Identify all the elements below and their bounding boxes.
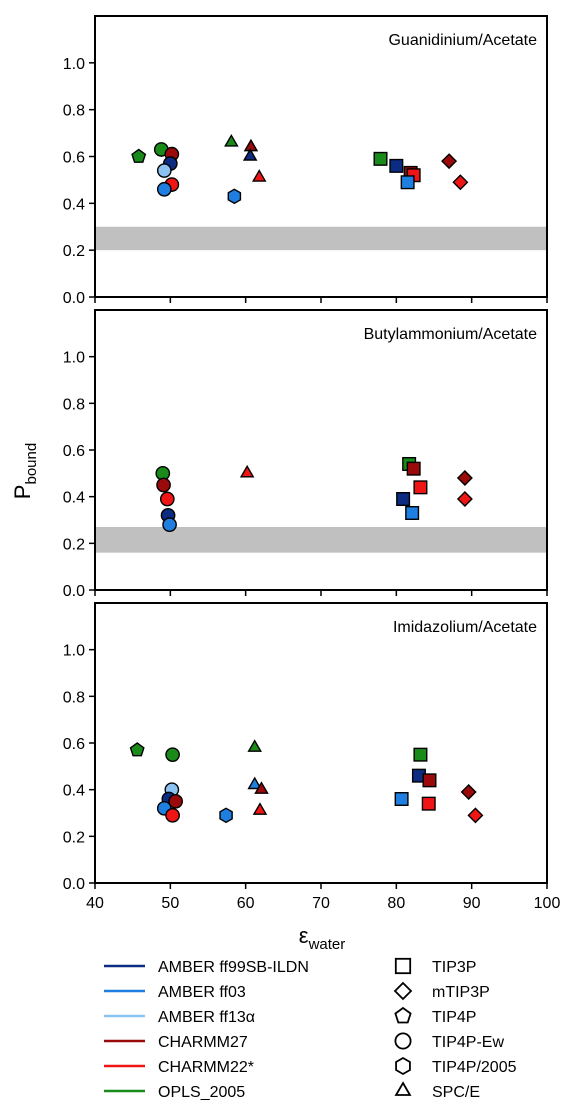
data-point bbox=[462, 785, 476, 799]
legend-label: TIP4P/2005 bbox=[432, 1059, 517, 1076]
data-point bbox=[161, 492, 174, 505]
legend-label: CHARMM22* bbox=[158, 1059, 254, 1076]
y-tick-label: 0.4 bbox=[63, 783, 85, 800]
legend-force-fields: AMBER ff99SB-ILDN AMBER ff03 AMBER ff13α CH… bbox=[104, 959, 309, 1101]
y-axis-label: Pbound bbox=[10, 443, 40, 499]
legend-marker bbox=[396, 1058, 410, 1074]
data-point bbox=[249, 741, 261, 752]
data-point bbox=[158, 183, 171, 196]
data-point bbox=[163, 518, 176, 531]
y-tick-label: 0.2 bbox=[63, 243, 85, 260]
legend-label: TIP3P bbox=[432, 959, 476, 976]
legend-label: AMBER ff13α bbox=[158, 1009, 255, 1026]
y-axis-label-main: P bbox=[10, 485, 35, 500]
y-tick-label: 0.0 bbox=[63, 583, 85, 600]
data-point bbox=[453, 175, 467, 189]
x-tick-label: 80 bbox=[387, 895, 405, 912]
data-point bbox=[390, 160, 403, 173]
legend-marker bbox=[395, 1008, 410, 1022]
y-tick-label: 0.2 bbox=[63, 536, 85, 553]
y-tick-label: 0.8 bbox=[63, 689, 85, 706]
legend-marker bbox=[395, 1033, 410, 1048]
legend-marker bbox=[396, 1083, 410, 1095]
data-point bbox=[254, 804, 266, 815]
legend-marker bbox=[395, 983, 411, 999]
x-axis-label-sub: water bbox=[308, 936, 346, 953]
data-point bbox=[157, 478, 170, 491]
data-point bbox=[245, 140, 257, 151]
legend-label: AMBER ff03 bbox=[158, 984, 246, 1001]
data-point bbox=[241, 466, 253, 477]
y-tick-label: 0.2 bbox=[63, 829, 85, 846]
data-point bbox=[401, 176, 414, 189]
data-point bbox=[166, 809, 179, 822]
data-point bbox=[414, 481, 427, 494]
y-tick-label: 0.6 bbox=[63, 736, 85, 753]
x-tick-label: 60 bbox=[237, 895, 255, 912]
x-tick-label: 70 bbox=[312, 895, 330, 912]
legend-marker bbox=[396, 959, 410, 973]
y-tick-label: 0.4 bbox=[63, 196, 85, 213]
data-point bbox=[395, 793, 408, 806]
data-point bbox=[220, 808, 232, 822]
y-axis-label-sub: bound bbox=[23, 443, 40, 485]
data-point bbox=[468, 808, 482, 822]
y-tick-label: 0.6 bbox=[63, 443, 85, 460]
x-axis-label: εwater bbox=[299, 923, 346, 953]
reference-band bbox=[95, 527, 547, 553]
y-tick-label: 0.0 bbox=[63, 876, 85, 893]
y-tick-label: 0.4 bbox=[63, 490, 85, 507]
data-point bbox=[374, 153, 387, 166]
data-point bbox=[158, 164, 171, 177]
x-tick-label: 100 bbox=[534, 895, 561, 912]
legend-water-models: TIP3P mTIP3P TIP4P TIP4P-Ew TIP4P/2005 SPC/E bbox=[395, 959, 517, 1101]
panel-title: Guanidinium/Acetate bbox=[388, 32, 537, 49]
legend-label: AMBER ff99SB-ILDN bbox=[158, 959, 309, 976]
data-point bbox=[397, 493, 410, 506]
legend-label: TIP4P-Ew bbox=[432, 1034, 504, 1051]
panel-title: Butylammonium/Acetate bbox=[364, 326, 538, 343]
y-tick-label: 1.0 bbox=[63, 350, 85, 367]
data-point bbox=[458, 471, 472, 485]
data-point bbox=[407, 462, 420, 475]
legend-label: SPC/E bbox=[432, 1084, 480, 1101]
legend-label: TIP4P bbox=[432, 1009, 476, 1026]
data-point bbox=[228, 189, 240, 203]
data-point bbox=[406, 507, 419, 520]
y-tick-label: 1.0 bbox=[63, 56, 85, 73]
data-point bbox=[132, 150, 145, 163]
data-point bbox=[253, 171, 265, 182]
data-point bbox=[166, 748, 179, 761]
y-tick-label: 0.0 bbox=[63, 290, 85, 307]
x-axis-label-main: ε bbox=[299, 923, 309, 948]
legend-label: CHARMM27 bbox=[158, 1034, 248, 1051]
x-tick-label: 50 bbox=[161, 895, 179, 912]
data-point bbox=[422, 797, 435, 810]
reference-band bbox=[95, 227, 547, 250]
y-tick-label: 0.8 bbox=[63, 103, 85, 120]
y-tick-label: 1.0 bbox=[63, 643, 85, 660]
x-tick-label: 90 bbox=[463, 895, 481, 912]
panel-frame bbox=[95, 603, 547, 883]
panel-title: Imidazolium/Acetate bbox=[393, 619, 537, 636]
data-point bbox=[131, 743, 144, 756]
data-point bbox=[414, 748, 427, 761]
y-tick-label: 0.8 bbox=[63, 396, 85, 413]
y-tick-label: 0.6 bbox=[63, 150, 85, 167]
legend-label: OPLS_2005 bbox=[158, 1084, 245, 1101]
data-point bbox=[423, 774, 436, 787]
data-point bbox=[225, 135, 237, 146]
data-point bbox=[458, 492, 472, 506]
data-point bbox=[442, 154, 456, 168]
x-tick-label: 40 bbox=[86, 895, 104, 912]
legend-label: mTIP3P bbox=[432, 984, 490, 1001]
